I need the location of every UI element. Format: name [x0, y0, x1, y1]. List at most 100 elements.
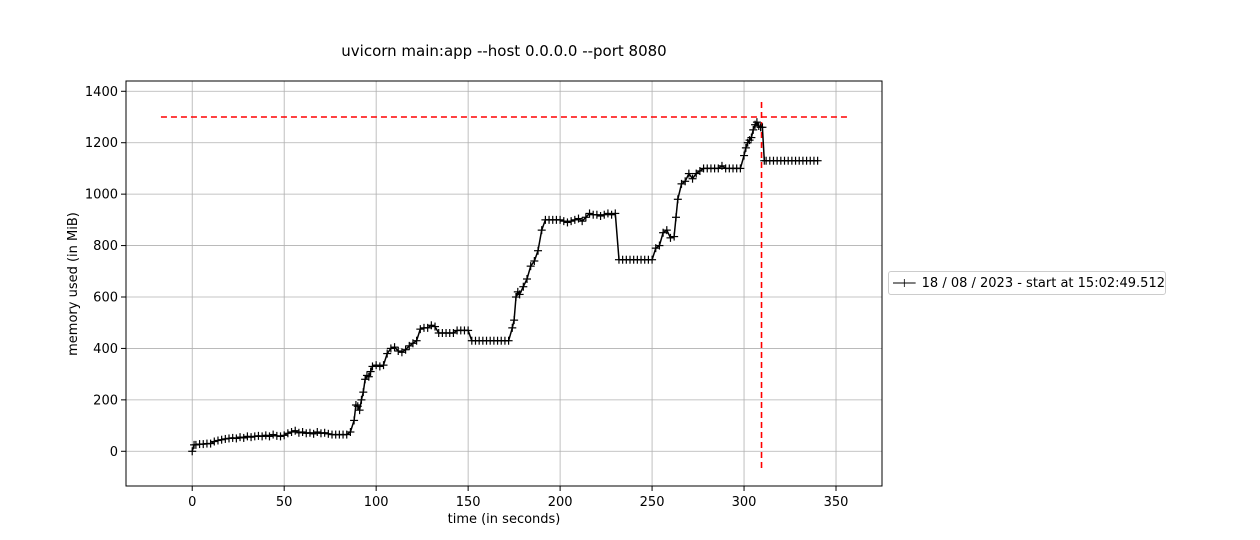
data-point [280, 431, 289, 440]
data-point [217, 435, 226, 444]
data-point [346, 428, 355, 436]
x-axis-label: time (in seconds) [448, 512, 561, 527]
data-point [607, 210, 616, 219]
data-point [283, 429, 292, 438]
data-point [567, 217, 576, 226]
data-point [291, 426, 300, 435]
x-ticks: 0 50 100 150 200 250 300 350 [188, 486, 848, 510]
data-point [431, 322, 440, 331]
data-point [758, 123, 767, 132]
data-point [351, 401, 360, 409]
data-point [530, 257, 539, 265]
data-point [736, 164, 745, 173]
data-point [534, 246, 543, 255]
data-point [258, 432, 267, 441]
legend-line-marker-icon [893, 279, 916, 287]
data-point [357, 395, 366, 404]
data-point [247, 433, 256, 442]
data-point [359, 388, 368, 397]
y-tick-label: 200 [93, 393, 118, 408]
series-line [191, 120, 818, 452]
data-point [559, 217, 568, 226]
data-point [519, 282, 528, 291]
data-point [592, 210, 601, 219]
data-point [265, 432, 274, 441]
data-point [305, 428, 314, 437]
data-point [210, 437, 219, 446]
x-tick-label: 0 [188, 495, 196, 510]
x-tick-label: 150 [456, 495, 481, 510]
data-point [813, 156, 822, 165]
data-point [309, 429, 318, 438]
data-point [188, 447, 197, 456]
data-point [324, 429, 333, 438]
x-tick-label: 50 [276, 495, 293, 510]
data-point [375, 362, 384, 371]
data-point [232, 434, 241, 443]
data-point [276, 432, 285, 441]
data-point [236, 433, 245, 442]
data-point [294, 428, 303, 437]
data-point [394, 347, 403, 355]
chart-title: uvicorn main:app --host 0.0.0.0 --port 8… [341, 42, 666, 60]
data-point [504, 336, 513, 345]
data-point [355, 406, 364, 415]
data-point [688, 174, 697, 183]
data-point [581, 213, 590, 222]
data-point [681, 177, 690, 186]
data-point [191, 440, 200, 449]
data-point [752, 118, 761, 127]
data-point [563, 218, 572, 227]
y-tick-label: 0 [110, 445, 118, 460]
data-point [401, 345, 410, 354]
data-point [353, 402, 362, 411]
y-tick-label: 600 [93, 291, 118, 306]
data-point [526, 262, 535, 271]
x-tick-label: 100 [364, 495, 389, 510]
data-point [213, 436, 222, 445]
data-point [670, 232, 679, 241]
y-tick-label: 1000 [85, 188, 118, 203]
data-point [570, 215, 579, 224]
data-point [372, 361, 381, 370]
data-point [648, 255, 657, 264]
plot-frame [125, 80, 883, 487]
data-point [655, 241, 664, 250]
data-point [754, 122, 763, 130]
x-tick-label: 350 [824, 495, 849, 510]
data-point [747, 133, 756, 142]
data-point [261, 431, 270, 440]
data-point [522, 275, 531, 283]
data-point [578, 217, 587, 226]
data-point [386, 344, 395, 353]
data-point [585, 209, 594, 218]
grid [126, 81, 882, 486]
data-point [368, 362, 377, 371]
y-tick-label: 800 [93, 239, 118, 254]
data-point [673, 195, 682, 204]
y-tick-label: 400 [93, 342, 118, 357]
data-point [390, 343, 399, 352]
data-point [427, 321, 436, 330]
y-ticks: 0 200 400 600 800 1000 1200 1400 [85, 85, 126, 460]
data-point [537, 226, 546, 235]
data-point [364, 372, 373, 381]
data-point [515, 290, 524, 299]
x-tick-label: 250 [640, 495, 665, 510]
reference-lines [160, 100, 851, 468]
data-point [383, 349, 392, 358]
data-point [684, 169, 693, 178]
data-point [464, 326, 473, 335]
data-point [740, 151, 749, 160]
data-point [416, 325, 425, 334]
data-point [362, 371, 371, 380]
data-point [556, 215, 565, 224]
data-point [239, 433, 248, 442]
series-layer [188, 118, 822, 456]
data-point [243, 432, 252, 441]
legend-entry: 18 / 08 / 2023 - start at 15:02:49.512 [921, 275, 1165, 291]
data-point [313, 428, 322, 436]
data-point [596, 212, 605, 220]
data-point [320, 428, 329, 437]
